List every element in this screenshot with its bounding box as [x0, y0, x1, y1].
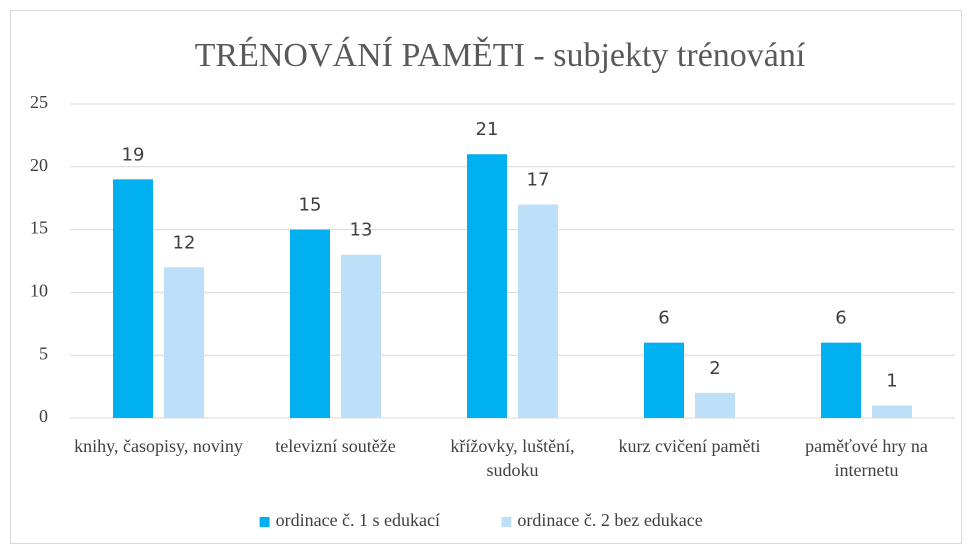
- data-label: 1: [886, 370, 897, 391]
- x-tick-label: paměťové hry na internetu: [805, 436, 928, 480]
- bar: [164, 267, 204, 418]
- data-label: 21: [476, 119, 499, 140]
- bar: [290, 229, 330, 418]
- bar: [821, 342, 861, 418]
- y-tick-label: 25: [30, 92, 48, 112]
- data-label: 2: [709, 358, 720, 379]
- data-label: 15: [299, 195, 322, 216]
- data-label: 12: [173, 232, 196, 253]
- bar: [341, 254, 381, 418]
- y-tick-label: 5: [39, 343, 48, 363]
- y-tick-label: 10: [30, 281, 48, 301]
- legend-label: ordinace č. 1 s edukací: [276, 510, 440, 530]
- x-tick-label: televizní soutěže: [275, 436, 396, 456]
- bar: [518, 204, 558, 418]
- y-tick-label: 15: [30, 218, 48, 238]
- bar: [695, 392, 735, 418]
- y-tick-label: 20: [30, 155, 48, 175]
- data-label: 6: [658, 308, 669, 329]
- data-label: 17: [527, 169, 550, 190]
- x-tick-label: knihy, časopisy, noviny: [74, 436, 243, 456]
- y-tick-label: 0: [39, 406, 48, 426]
- legend-swatch: [501, 517, 512, 527]
- bar: [113, 179, 153, 418]
- data-label: 19: [122, 144, 145, 165]
- x-tick-label: křížovky, luštění, sudoku: [450, 436, 575, 480]
- x-tick-label: kurz cvičení paměti: [618, 436, 761, 456]
- legend-swatch: [259, 517, 270, 527]
- legend-label: ordinace č. 2 bez edukace: [517, 510, 702, 530]
- bar: [872, 405, 912, 418]
- data-label: 13: [350, 220, 373, 241]
- chart-title: TRÉNOVÁNÍ PAMĚTI - subjekty trénování: [195, 37, 806, 74]
- data-label: 6: [835, 308, 846, 329]
- bar: [644, 342, 684, 418]
- bar: [467, 154, 507, 419]
